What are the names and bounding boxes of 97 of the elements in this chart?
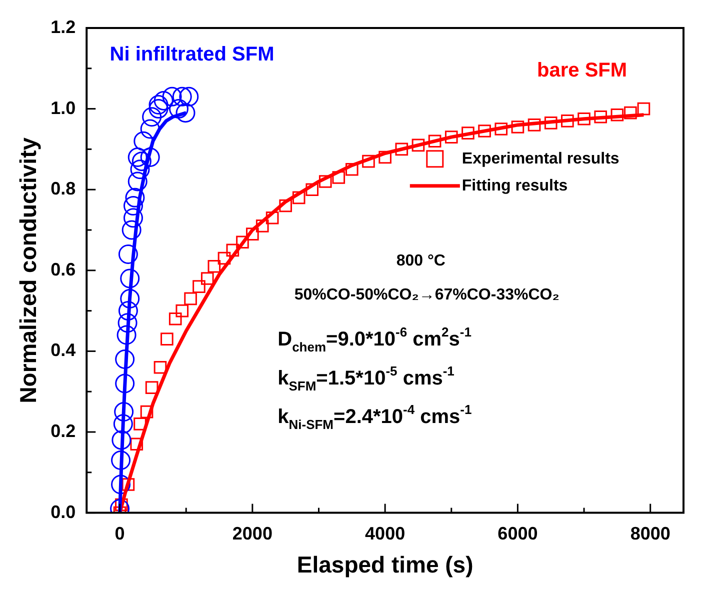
point xyxy=(362,154,375,168)
legend-label: Fitting results xyxy=(462,177,568,194)
point xyxy=(162,86,182,106)
point xyxy=(266,211,279,224)
point xyxy=(345,162,358,176)
x-axis-title: Elasped time (s) xyxy=(296,552,474,578)
point xyxy=(578,112,590,126)
point xyxy=(130,160,150,180)
point xyxy=(140,119,160,139)
point xyxy=(594,110,608,124)
point xyxy=(160,332,174,346)
point xyxy=(122,220,142,240)
y-axis-title: Normalized conductivity xyxy=(15,137,42,404)
point xyxy=(154,360,167,374)
point xyxy=(140,405,154,418)
point xyxy=(122,478,135,491)
point xyxy=(115,350,135,370)
point xyxy=(279,199,292,212)
point xyxy=(444,130,458,144)
point xyxy=(111,450,131,470)
point xyxy=(511,120,524,134)
x-tick-label: 8000 xyxy=(630,524,670,544)
point xyxy=(179,86,199,106)
point xyxy=(112,430,132,450)
annotation: 50%CO-50%CO₂→67%CO-33%CO₂ xyxy=(294,286,560,304)
point xyxy=(140,148,160,168)
point xyxy=(123,196,143,216)
point xyxy=(218,252,231,265)
y-tick-label: 1.0 xyxy=(50,98,76,118)
point xyxy=(123,208,143,228)
point xyxy=(130,438,144,451)
point xyxy=(226,244,240,257)
point xyxy=(256,220,269,232)
point xyxy=(208,260,221,273)
point xyxy=(184,292,197,306)
x-tick-label: 0 xyxy=(114,524,125,544)
point xyxy=(115,374,135,394)
point xyxy=(306,183,319,196)
point xyxy=(412,138,425,152)
series-label: Ni infiltrated SFM xyxy=(110,43,274,66)
point xyxy=(478,124,491,138)
point xyxy=(176,304,189,318)
point xyxy=(125,188,145,208)
point xyxy=(128,172,148,192)
y-tick-label: 0.4 xyxy=(50,340,76,360)
point xyxy=(142,107,162,127)
point xyxy=(132,152,152,172)
point xyxy=(115,498,128,512)
point xyxy=(118,313,138,333)
point xyxy=(200,272,214,285)
point xyxy=(462,126,474,140)
point xyxy=(145,381,158,394)
point xyxy=(134,131,154,151)
point xyxy=(494,122,508,136)
y-tick-label: 0.6 xyxy=(50,259,76,280)
annotation: bare SFM xyxy=(537,59,628,82)
point xyxy=(118,244,138,264)
x-tick-label: 4000 xyxy=(365,524,406,544)
point xyxy=(246,228,259,240)
y-tick-label: 0.0 xyxy=(50,502,76,522)
point xyxy=(113,414,133,434)
y-tick-label: 0.8 xyxy=(50,178,76,199)
x-tick-label: 6000 xyxy=(498,524,538,544)
point xyxy=(120,288,140,308)
point xyxy=(148,95,168,115)
point xyxy=(120,268,140,288)
point xyxy=(168,312,182,326)
point xyxy=(528,118,541,132)
point xyxy=(292,191,306,204)
point xyxy=(236,236,249,249)
point xyxy=(610,108,624,122)
point xyxy=(192,280,206,293)
y-tick-label: 0.2 xyxy=(50,420,76,441)
point xyxy=(168,99,188,119)
point xyxy=(624,106,637,120)
point xyxy=(114,402,134,422)
point xyxy=(428,134,442,148)
point xyxy=(148,99,168,119)
point xyxy=(378,150,392,164)
legend-label: Experimental results xyxy=(462,150,620,168)
point xyxy=(111,474,131,494)
point xyxy=(134,418,146,430)
point xyxy=(116,325,136,345)
x-tick-label: 2000 xyxy=(232,524,272,544)
point xyxy=(172,86,192,106)
point xyxy=(544,116,558,130)
point xyxy=(561,114,574,128)
point xyxy=(637,102,650,116)
y-tick-label: 1.2 xyxy=(50,16,76,37)
point xyxy=(176,103,196,123)
point xyxy=(395,142,408,156)
point xyxy=(154,90,174,110)
point xyxy=(318,175,332,188)
point xyxy=(128,148,148,168)
point xyxy=(332,171,346,184)
annotation: 800 °C xyxy=(396,252,446,270)
point xyxy=(118,301,138,321)
